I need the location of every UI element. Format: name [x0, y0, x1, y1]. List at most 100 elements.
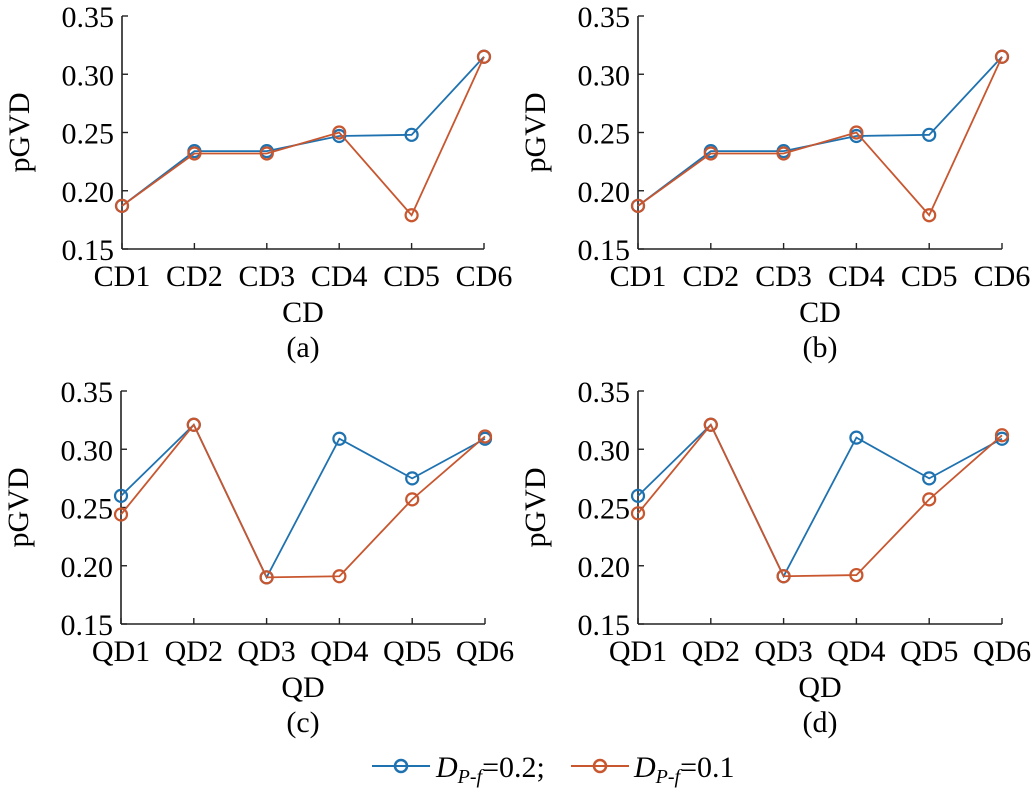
data-point: [405, 471, 420, 486]
y-tick-label: 0.35: [578, 1, 631, 34]
data-point: [405, 492, 420, 507]
series-1: [113, 417, 493, 585]
y-tick-label: 0.30: [62, 59, 115, 92]
y-tick-label: 0.20: [61, 551, 114, 584]
data-point: [849, 430, 864, 445]
x-tick-label: CD1: [610, 260, 667, 293]
series-2: [630, 417, 1010, 584]
panel-label: (a): [286, 331, 319, 364]
series-2: [113, 417, 493, 585]
data-point: [630, 488, 646, 503]
series-line: [637, 423, 1003, 579]
series-2: [114, 49, 492, 223]
data-point: [849, 125, 864, 140]
x-tick-label: QD1: [92, 635, 150, 668]
panel-d: 0.15 0.20 0.25 0.30 0.35 QD1 QD2 QD3 QD4 QD5 QD6 QD…: [519, 376, 1031, 739]
x-tick-label: QD2: [165, 635, 223, 668]
data-point: [332, 431, 347, 446]
series-1: [630, 49, 1010, 213]
x-tick-label: CD4: [311, 260, 368, 293]
series-line: [121, 56, 485, 217]
series-1: [630, 417, 1010, 584]
x-axis-title: CD: [799, 296, 841, 329]
y-tick-label: 0.30: [61, 434, 114, 467]
x-axis-title: QD: [798, 671, 841, 704]
data-point: [332, 125, 347, 140]
data-point: [776, 569, 791, 584]
data-point: [922, 208, 937, 223]
y-tick-label: 0.20: [578, 176, 631, 209]
x-tick-label: CD3: [755, 260, 812, 293]
y-axis-title: pGVD: [519, 468, 552, 548]
y-tick-label: 0.25: [578, 493, 631, 526]
data-point: [922, 127, 937, 142]
panel-label: (b): [803, 331, 838, 364]
y-tick-label: 0.15: [61, 609, 114, 642]
series-line: [120, 423, 486, 580]
data-point: [703, 417, 718, 432]
y-tick-label: 0.35: [578, 376, 631, 409]
x-tick-label: QD4: [827, 635, 885, 668]
x-tick-label: CD4: [828, 260, 885, 293]
x-tick-label: QD5: [900, 635, 958, 668]
data-point: [776, 146, 791, 161]
data-point: [186, 417, 201, 432]
data-point: [332, 569, 347, 584]
x-tick-label: QD3: [237, 635, 295, 668]
x-tick-label: CD2: [682, 260, 739, 293]
data-point: [994, 428, 1010, 443]
data-point: [113, 507, 129, 522]
y-tick-label: 0.35: [62, 1, 115, 34]
data-point: [922, 492, 937, 507]
x-tick-label: CD1: [94, 260, 151, 293]
y-tick-label: 0.15: [578, 609, 631, 642]
data-point: [849, 567, 864, 583]
data-point: [476, 49, 492, 64]
y-tick-label: 0.15: [578, 234, 631, 267]
series-line: [637, 56, 1003, 207]
y-axis-title: pGVD: [519, 93, 552, 173]
panel-label: (d): [803, 706, 838, 739]
x-tick-label: QD1: [609, 635, 667, 668]
x-tick-label: QD5: [383, 635, 441, 668]
panel-c: 0.15 0.20 0.25 0.30 0.35 QD1 QD2 QD3 QD4 QD5 QD6 QD…: [2, 376, 514, 739]
y-tick-label: 0.15: [62, 234, 115, 267]
y-tick-label: 0.25: [578, 118, 631, 151]
data-point: [630, 506, 646, 521]
x-tick-label: CD6: [974, 260, 1031, 293]
legend-marker-series-1: [393, 758, 409, 774]
series-1: [114, 49, 492, 213]
y-tick-label: 0.20: [62, 176, 115, 209]
data-point: [477, 429, 493, 444]
x-tick-label: CD5: [383, 260, 440, 293]
x-tick-label: QD3: [754, 635, 812, 668]
y-tick-label: 0.25: [61, 493, 114, 526]
legend-marker-series-2: [592, 758, 608, 774]
series-line: [120, 423, 486, 579]
y-tick-label: 0.30: [578, 434, 631, 467]
panel-b: 0.15 0.20 0.25 0.30 0.35 CD1 CD2 CD3 CD4 CD5 CD6 CD…: [519, 1, 1030, 364]
data-point: [259, 146, 274, 161]
data-point: [630, 198, 646, 213]
x-tick-label: CD3: [238, 260, 295, 293]
y-axis-title: pGVD: [3, 93, 36, 173]
data-point: [113, 488, 129, 503]
series-2: [630, 49, 1010, 223]
y-tick-label: 0.35: [61, 376, 114, 409]
data-point: [994, 49, 1010, 64]
x-tick-label: CD6: [456, 260, 513, 293]
data-point: [404, 208, 419, 223]
legend: DP-f=0.2; DP-f=0.1: [372, 751, 735, 788]
x-tick-label: CD5: [901, 260, 958, 293]
x-tick-label: CD2: [166, 260, 223, 293]
data-point: [922, 471, 937, 486]
x-tick-label: QD4: [310, 635, 368, 668]
panel-label: (c): [286, 706, 319, 739]
data-point: [114, 198, 130, 213]
x-tick-label: QD2: [682, 635, 740, 668]
series-line: [637, 423, 1003, 578]
data-point: [187, 146, 202, 161]
y-tick-label: 0.20: [578, 551, 631, 584]
legend-label-series-1: DP-f=0.2;: [435, 751, 545, 788]
